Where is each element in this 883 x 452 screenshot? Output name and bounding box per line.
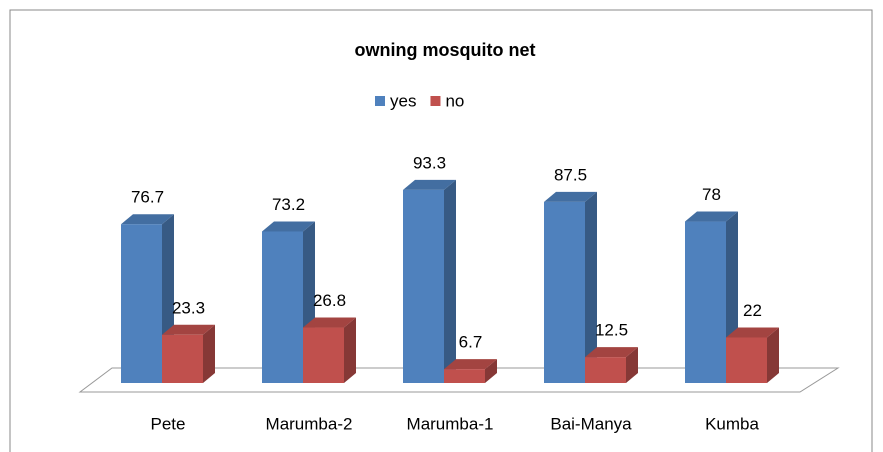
bar-front — [444, 369, 485, 383]
bar-front — [162, 334, 203, 383]
legend-label: yes — [390, 91, 416, 110]
legend-swatch — [375, 96, 385, 106]
bar-top — [262, 221, 315, 232]
bar-top — [726, 327, 779, 338]
bar-side — [444, 179, 456, 383]
bar-top — [303, 317, 356, 328]
bar-front — [685, 221, 726, 383]
bar-side — [344, 317, 356, 383]
bar — [544, 191, 597, 383]
bar-front — [544, 201, 585, 383]
data-label: 87.5 — [554, 165, 587, 184]
bar — [403, 179, 456, 383]
chart-title: owning mosquito net — [355, 40, 536, 60]
bar-front — [585, 357, 626, 383]
bar-front — [726, 337, 767, 383]
data-label: 78 — [702, 185, 721, 204]
data-label: 22 — [743, 301, 762, 320]
bar-top — [585, 347, 638, 358]
bar-side — [203, 324, 215, 383]
legend-swatch — [430, 96, 441, 106]
bar-top — [444, 359, 497, 370]
bar — [121, 214, 174, 383]
bar-side — [626, 347, 638, 383]
bar — [303, 317, 356, 383]
bar-front — [403, 189, 444, 383]
data-label: 6.7 — [459, 333, 483, 352]
bar-top — [403, 179, 456, 190]
data-label: 93.3 — [413, 153, 446, 172]
bar — [162, 324, 215, 383]
bar-side — [585, 191, 597, 383]
bar-top — [685, 211, 738, 222]
bar-top — [121, 214, 174, 225]
x-tick-label: Pete — [151, 414, 186, 433]
data-label: 73.2 — [272, 195, 305, 214]
bar-front — [121, 224, 162, 383]
data-label: 12.5 — [595, 321, 628, 340]
bar — [444, 359, 497, 383]
bar-side — [767, 327, 779, 383]
bar — [726, 327, 779, 383]
bar-top — [544, 191, 597, 202]
bar-side — [485, 359, 497, 383]
legend-label: no — [445, 91, 464, 110]
data-label: 76.7 — [131, 188, 164, 207]
x-tick-label: Marumba-1 — [407, 414, 494, 433]
data-label: 23.3 — [172, 298, 205, 317]
x-tick-label: Bai-Manya — [550, 414, 632, 433]
data-label: 26.8 — [313, 291, 346, 310]
x-tick-label: Kumba — [705, 414, 759, 433]
bar-front — [262, 231, 303, 383]
bar — [585, 347, 638, 383]
x-tick-label: Marumba-2 — [266, 414, 353, 433]
bar-top — [162, 324, 215, 335]
bar-front — [303, 327, 344, 383]
